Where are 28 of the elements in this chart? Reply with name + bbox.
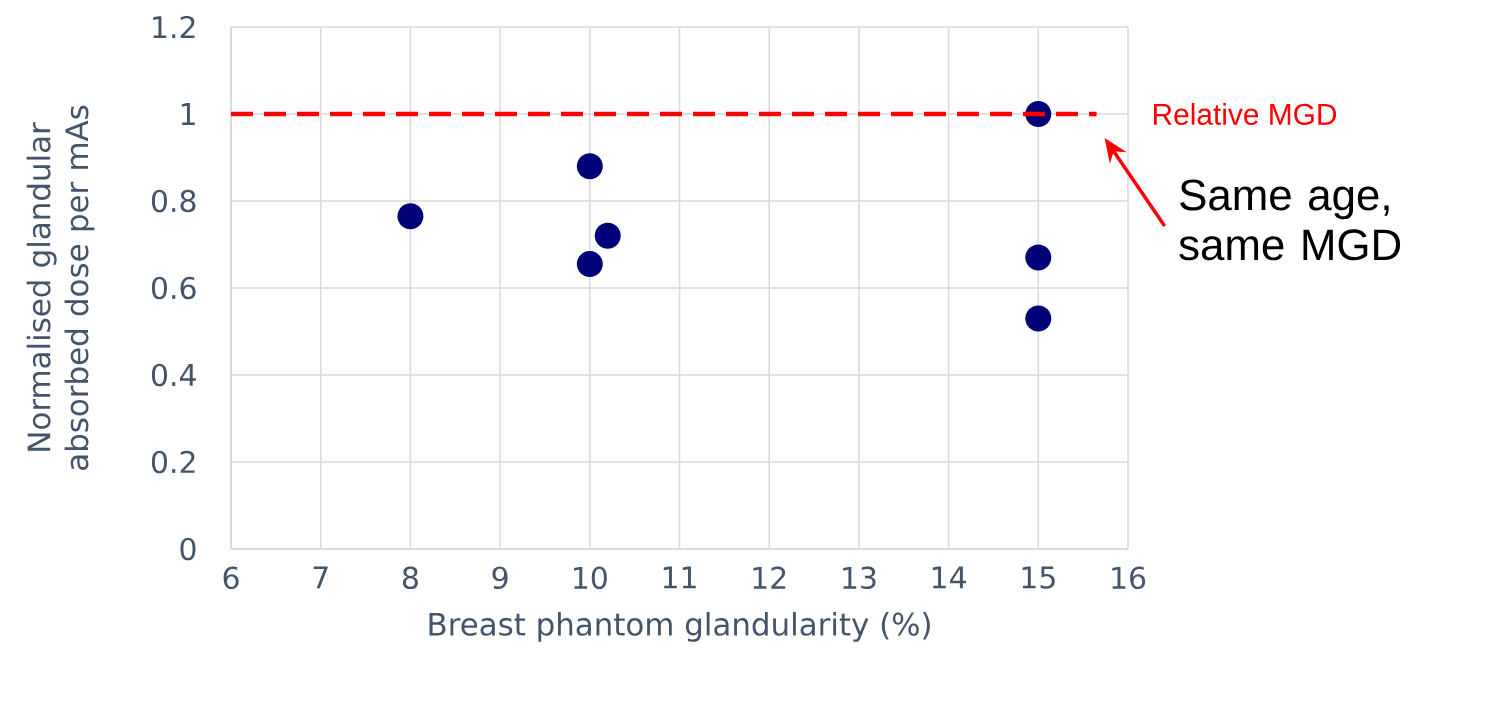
point [1025,305,1052,332]
x-tick-label: 12 [753,566,786,589]
x-tick-label: 14 [932,566,966,589]
x-tick-label: 9 [492,566,508,590]
annotation: Same age, same MGD [1179,179,1401,261]
x-tick-label: 10 [574,566,607,590]
x-tick-label: 6 [223,566,239,590]
point [576,153,603,180]
point [594,222,621,249]
y-tick-label: 0.4 [151,363,196,387]
y-tick-label: 0.6 [151,276,196,300]
x-tick-label: 7 [313,566,328,589]
x-tick-label: 13 [843,566,876,590]
x-tick-label: 16 [1112,566,1146,590]
y-tick-label: 0.2 [151,450,195,474]
point [397,203,424,230]
point [1025,244,1052,271]
ref-line-label: Relative MGD [1153,103,1337,125]
y-tick-label: 0.8 [151,189,196,213]
y-tick-label: 1 [181,103,195,125]
x-axis-title: Breast phantom glandularity (%) [429,611,930,642]
x-tick-label: 8 [402,566,418,590]
y-tick-label: 1.2 [153,15,195,39]
x-tick-label: 11 [663,566,696,589]
point [576,251,603,278]
y-axis-title: Normalised glandular absorbed dose per mAs [26,105,95,470]
x-tick-label: 15 [1022,566,1055,589]
y-tick-label: 0 [180,537,196,561]
